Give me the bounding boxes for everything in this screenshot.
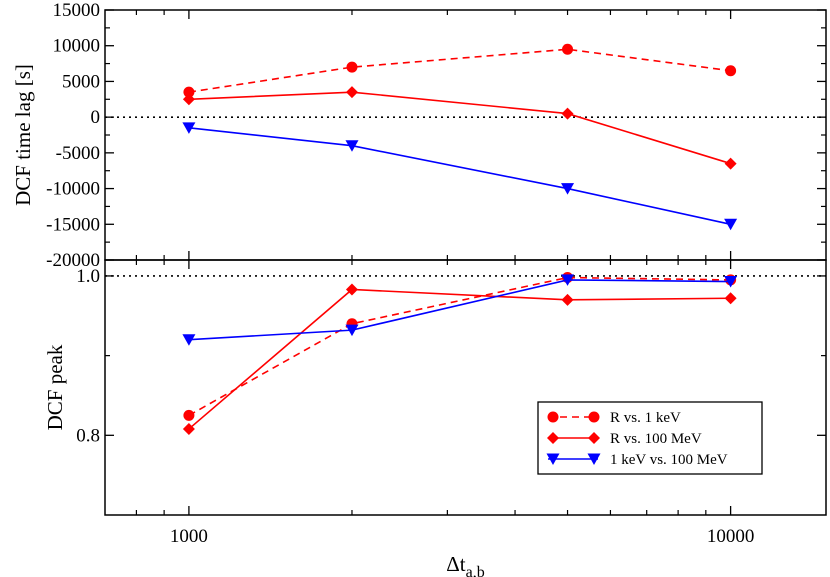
data-point-1-kev-vs-100-mev [182, 122, 196, 134]
y-tick-label: 0 [91, 107, 101, 128]
series-1-kev-vs-100-mev [182, 122, 738, 231]
legend-label-1-kev-vs-100-mev: 1 keV vs. 100 MeV [610, 452, 728, 468]
x-tick-label: 1000 [170, 526, 208, 547]
data-point-1-kev-vs-100-mev [345, 324, 359, 337]
data-point-1-kev-vs-100-mev [345, 140, 359, 152]
series-r-vs-1-kev [183, 43, 737, 98]
series-r-vs-100-mev [182, 86, 737, 170]
data-point-r-vs-1-kev [346, 61, 358, 73]
data-point-1-kev-vs-100-mev [724, 218, 738, 231]
data-point-r-vs-100-mev [182, 422, 195, 435]
legend-label-r-vs-1-kev: R vs. 1 keV [610, 410, 681, 426]
top-plot-frame [104, 9, 827, 261]
y-tick-label: 10000 [53, 36, 101, 57]
legend-marker-1-kev-vs-100-mev [587, 453, 601, 465]
legend-marker-1-kev-vs-100-mev [546, 453, 560, 465]
legend-marker-r-vs-100-mev [547, 432, 559, 444]
series-line-1-kev-vs-100-mev [188, 279, 731, 341]
series-line-r-vs-1-kev [188, 276, 731, 417]
y-axis-title-time-lag: DCF time lag [s] [11, 64, 35, 206]
y-tick-label: -10000 [46, 179, 100, 200]
data-point-r-vs-100-mev [182, 93, 195, 106]
data-point-r-vs-1-kev [183, 409, 195, 421]
series-line-1-kev-vs-100-mev [188, 127, 731, 226]
data-point-1-kev-vs-100-mev [561, 274, 575, 286]
y-tick-label: 5000 [62, 71, 100, 92]
x-axis-title: Δta,b [446, 552, 484, 577]
bottom-plot-frame [104, 259, 827, 516]
data-point-r-vs-100-mev [724, 157, 737, 170]
data-point-r-vs-1-kev [725, 65, 737, 77]
y-tick-label: 15000 [53, 0, 101, 21]
legend-marker-r-vs-100-mev [588, 432, 600, 444]
data-point-r-vs-100-mev [345, 283, 358, 296]
y-tick-label: 0.8 [76, 425, 100, 446]
bottom-panel: 1.0 0.8 1000 10000 DCF peak Δta,b [43, 259, 827, 577]
series-1-kev-vs-100-mev [182, 274, 738, 346]
y-tick-label: -15000 [46, 214, 100, 235]
data-point-1-kev-vs-100-mev [561, 183, 575, 195]
data-point-r-vs-100-mev [345, 86, 358, 99]
data-point-r-vs-1-kev [562, 43, 574, 55]
legend: R vs. 1 keV R vs. 100 MeV 1 keV vs. 100 Me… [537, 401, 763, 475]
data-point-r-vs-100-mev [561, 107, 574, 120]
y-tick-label: 1.0 [76, 266, 100, 287]
legend-marker-r-vs-1-kev [547, 411, 559, 423]
data-point-r-vs-1-kev [183, 86, 195, 98]
series-line-r-vs-100-mev [188, 91, 731, 165]
series-line-r-vs-1-kev [188, 48, 731, 93]
data-point-1-kev-vs-100-mev [724, 276, 738, 288]
y-tick-label: -20000 [46, 250, 100, 271]
x-axis-title-subscript: a,b [466, 564, 485, 577]
series-r-vs-100-mev [182, 283, 737, 435]
y-axis-title-dcf-peak: DCF peak [43, 344, 67, 430]
top-panel: 15000 10000 5000 0 -5000 -10000 -15000 -20000 DC… [11, 0, 827, 271]
data-point-r-vs-100-mev [724, 292, 737, 305]
data-point-1-kev-vs-100-mev [182, 334, 196, 346]
data-point-r-vs-100-mev [561, 293, 574, 306]
x-tick-label: 10000 [707, 526, 755, 547]
y-tick-label: -5000 [56, 143, 100, 164]
legend-label-r-vs-100-mev: R vs. 100 MeV [610, 431, 702, 447]
series-line-r-vs-100-mev [188, 288, 731, 430]
legend-marker-r-vs-1-kev [588, 411, 600, 423]
